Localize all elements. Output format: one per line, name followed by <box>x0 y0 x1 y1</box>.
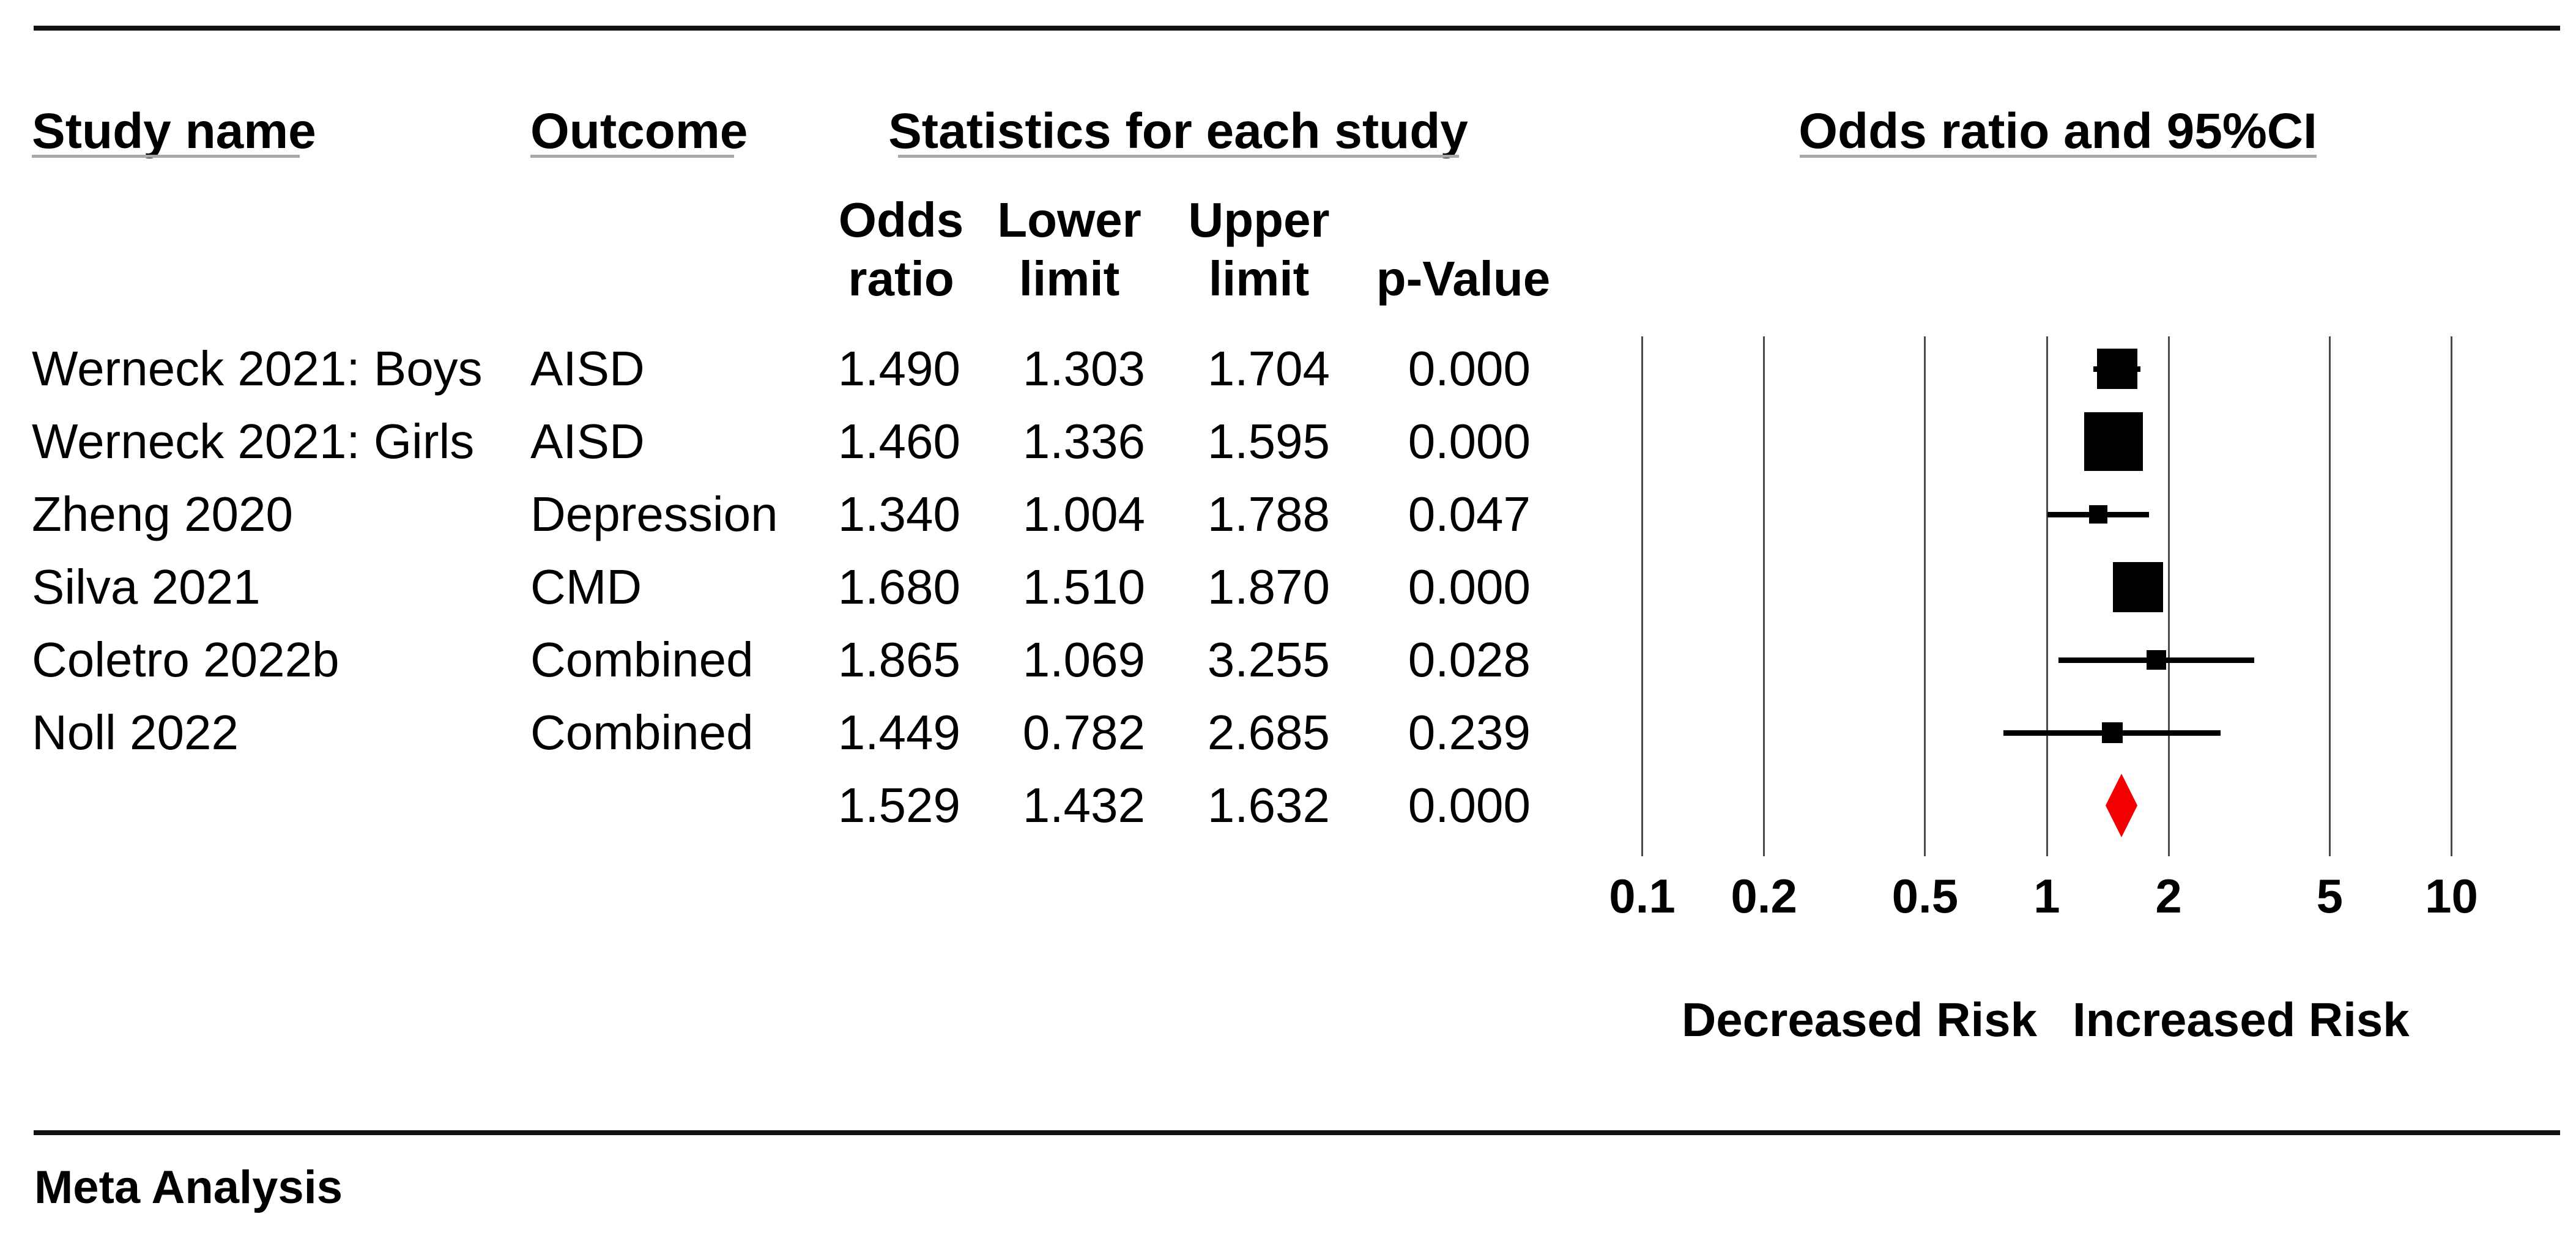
p-value-value: 0.000 <box>1408 414 1531 468</box>
axis-tick-label: 5 <box>2316 869 2344 923</box>
effect-size-box <box>2096 349 2137 389</box>
upper-limit-value: 1.870 <box>1207 560 1330 614</box>
summary-upper-limit-value: 1.632 <box>1207 778 1330 832</box>
effect-size-box <box>2101 722 2123 743</box>
outcome-cell: CMD <box>530 560 642 614</box>
study-name-underline <box>32 155 300 158</box>
outcome-header: Outcome <box>530 103 748 159</box>
lower-limit-value: 0.782 <box>1022 705 1145 760</box>
axis-tick-label: 2 <box>2155 869 2182 923</box>
upper-limit-value: 1.595 <box>1207 414 1330 468</box>
plot-title: Odds ratio and 95%CI <box>1798 103 2317 159</box>
odds-ratio-value: 1.460 <box>837 414 960 468</box>
upper-limit-column-header: Upper limit <box>1188 193 1330 306</box>
outcome-underline <box>530 155 734 158</box>
axis-tick-label: 0.5 <box>1891 869 1959 923</box>
plot-gridline <box>1924 336 1926 856</box>
upper-limit-value: 1.788 <box>1207 487 1330 541</box>
axis-tick-label: 0.1 <box>1609 869 1676 923</box>
study-name-cell: Werneck 2021: Boys <box>32 341 483 396</box>
axis-tick-label: 10 <box>2425 869 2478 923</box>
lower-limit-value: 1.303 <box>1022 341 1145 396</box>
odds-ratio-value: 1.449 <box>837 705 960 760</box>
study-name-header: Study name <box>32 103 316 159</box>
plot-gridline <box>2451 336 2452 856</box>
study-name-cell: Werneck 2021: Girls <box>32 414 475 468</box>
odds-ratio-value: 1.680 <box>837 560 960 614</box>
study-name-cell: Noll 2022 <box>32 705 239 760</box>
effect-size-box <box>2084 412 2143 471</box>
upper-limit-value: 3.255 <box>1207 632 1330 687</box>
p-value-value: 0.028 <box>1408 632 1531 687</box>
lower-limit-value: 1.510 <box>1022 560 1145 614</box>
p-value-value: 0.000 <box>1408 560 1531 614</box>
plot-gridline <box>2328 336 2331 856</box>
plot-gridline <box>1641 336 1643 856</box>
p-value-value: 0.047 <box>1408 487 1531 541</box>
effect-size-box <box>2113 562 2164 612</box>
plot-gridline <box>1763 336 1765 856</box>
odds-ratio-value: 1.340 <box>837 487 960 541</box>
summary-odds-ratio-value: 1.529 <box>837 778 960 832</box>
top-rule <box>34 26 2560 31</box>
upper-limit-value: 2.685 <box>1207 705 1330 760</box>
odds-ratio-value: 1.865 <box>837 632 960 687</box>
summary-p-value-value: 0.000 <box>1408 778 1531 832</box>
plot-gridline <box>2167 336 2170 856</box>
odds-ratio-value: 1.490 <box>837 341 960 396</box>
plot-title-underline <box>1800 155 2317 158</box>
axis-tick-label: 0.2 <box>1731 869 1797 923</box>
p-value-value: 0.000 <box>1408 341 1531 396</box>
statistics-header: Statistics for each study <box>888 103 1468 159</box>
decreased-risk-label: Decreased Risk <box>1681 993 2037 1046</box>
plot-gridline <box>2046 336 2048 856</box>
lower-limit-value: 1.336 <box>1022 414 1145 468</box>
lower-limit-value: 1.004 <box>1022 487 1145 541</box>
outcome-cell: AISD <box>530 414 645 468</box>
increased-risk-label: Increased Risk <box>2073 993 2410 1046</box>
lower-limit-value: 1.069 <box>1022 632 1145 687</box>
summary-diamond <box>2105 774 2137 837</box>
outcome-cell: Combined <box>530 632 754 687</box>
study-name-cell: Silva 2021 <box>32 560 261 614</box>
summary-lower-limit-value: 1.432 <box>1022 778 1145 832</box>
meta-analysis-label: Meta Analysis <box>34 1161 343 1213</box>
outcome-cell: AISD <box>530 341 645 396</box>
effect-size-box <box>2089 505 2108 524</box>
odds-ratio-column-header: Odds ratio <box>838 193 964 306</box>
lower-limit-column-header: Lower limit <box>997 193 1141 306</box>
bottom-rule <box>34 1130 2560 1135</box>
study-name-cell: Coletro 2022b <box>32 632 340 687</box>
upper-limit-value: 1.704 <box>1207 341 1330 396</box>
effect-size-box <box>2147 650 2167 670</box>
statistics-underline <box>898 155 1459 158</box>
p-value-value: 0.239 <box>1408 705 1531 760</box>
study-name-cell: Zheng 2020 <box>32 487 294 541</box>
axis-tick-label: 1 <box>2033 869 2060 923</box>
p-value-column-header: p-Value <box>1376 251 1551 306</box>
outcome-cell: Depression <box>530 487 778 541</box>
outcome-cell: Combined <box>530 705 754 760</box>
